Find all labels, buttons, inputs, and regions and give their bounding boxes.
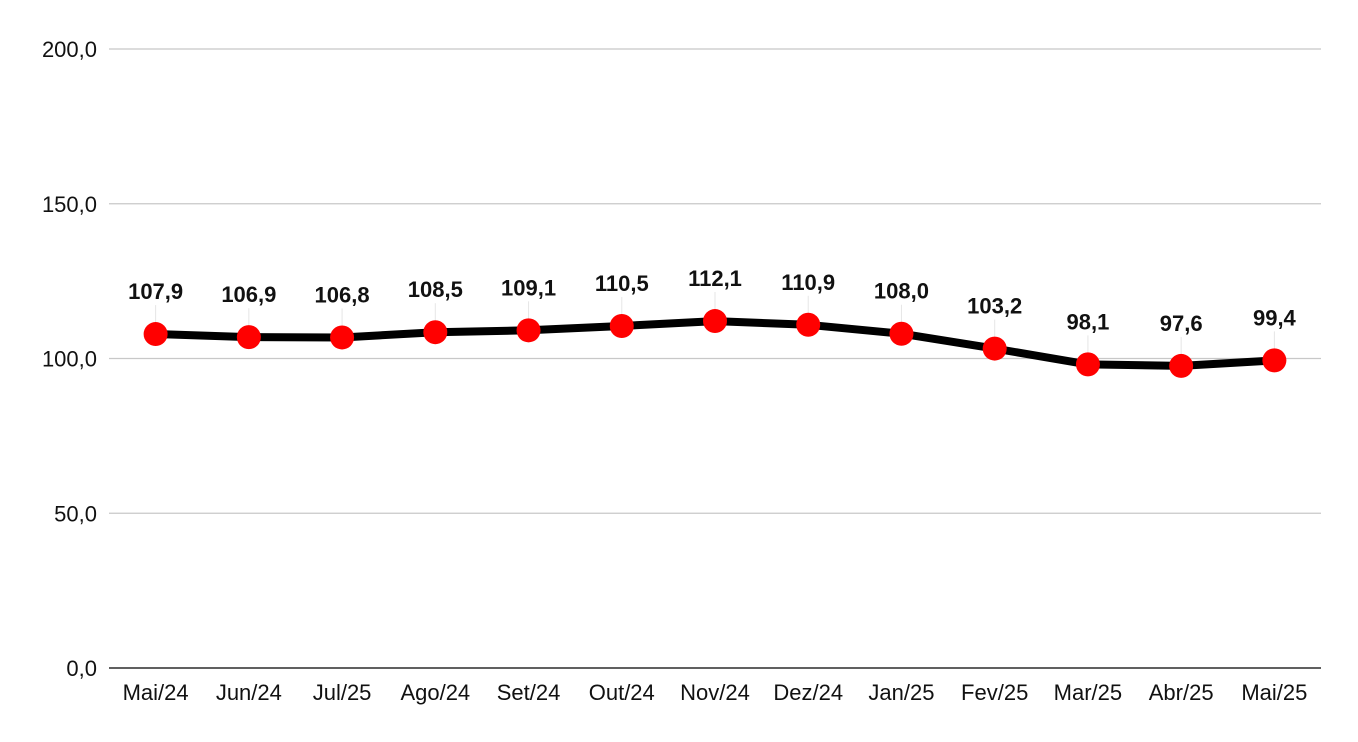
- x-tick-label: Ago/24: [400, 680, 470, 705]
- y-axis-ticks: 0,0 50,0 100,0 150,0 200,0: [42, 37, 97, 681]
- data-point: [703, 309, 727, 334]
- data-point: [330, 325, 355, 350]
- x-tick-label: Mai/25: [1241, 680, 1307, 705]
- data-label: 109,1: [501, 275, 556, 300]
- data-label: 106,8: [315, 282, 370, 307]
- y-tick-label: 150,0: [42, 192, 97, 217]
- data-label: 110,9: [781, 270, 835, 295]
- data-label: 107,9: [128, 279, 183, 304]
- data-point: [609, 314, 634, 339]
- data-label: 110,5: [595, 271, 649, 296]
- x-tick-label: Set/24: [497, 680, 561, 705]
- data-point: [796, 312, 821, 337]
- x-tick-label: Out/24: [589, 680, 655, 705]
- y-tick-label: 0,0: [66, 656, 97, 681]
- label-leaders: [155, 292, 1275, 354]
- data-label: 112,1: [688, 266, 742, 291]
- data-label: 97,6: [1160, 311, 1203, 336]
- x-tick-label: Abr/25: [1149, 680, 1214, 705]
- x-tick-label: Mai/24: [123, 680, 189, 705]
- data-label: 103,2: [967, 294, 1022, 319]
- data-point: [516, 318, 541, 343]
- x-tick-label: Fev/25: [961, 680, 1028, 705]
- data-label: 98,1: [1067, 309, 1110, 334]
- data-point: [889, 321, 914, 346]
- y-tick-label: 100,0: [42, 347, 97, 372]
- data-point: [143, 322, 168, 347]
- x-tick-label: Dez/24: [773, 680, 843, 705]
- data-point: [423, 320, 448, 345]
- x-tick-label: Mar/25: [1054, 680, 1122, 705]
- data-label: 108,0: [874, 279, 929, 304]
- data-label: 108,5: [408, 277, 463, 302]
- data-point: [1262, 348, 1287, 373]
- data-label: 106,9: [221, 282, 276, 307]
- data-point: [1169, 353, 1194, 378]
- data-point: [236, 325, 261, 350]
- x-tick-label: Jun/24: [216, 680, 282, 705]
- data-point: [982, 336, 1007, 361]
- series-markers: [143, 309, 1287, 378]
- data-point: [1075, 352, 1100, 377]
- x-tick-label: Jan/25: [868, 680, 934, 705]
- data-label: 99,4: [1253, 305, 1297, 330]
- data-labels: 107,9 106,9 106,8 108,5 109,1 110,5 112,1 110,9…: [128, 266, 1296, 336]
- y-tick-label: 200,0: [42, 37, 97, 62]
- x-axis-ticks: Mai/24 Jun/24 Jul/25 Ago/24 Set/24 Out/24 Nov/…: [123, 680, 1308, 705]
- x-tick-label: Jul/25: [313, 680, 372, 705]
- y-tick-label: 50,0: [54, 501, 97, 526]
- gridlines: [109, 48, 1321, 514]
- x-tick-label: Nov/24: [680, 680, 750, 705]
